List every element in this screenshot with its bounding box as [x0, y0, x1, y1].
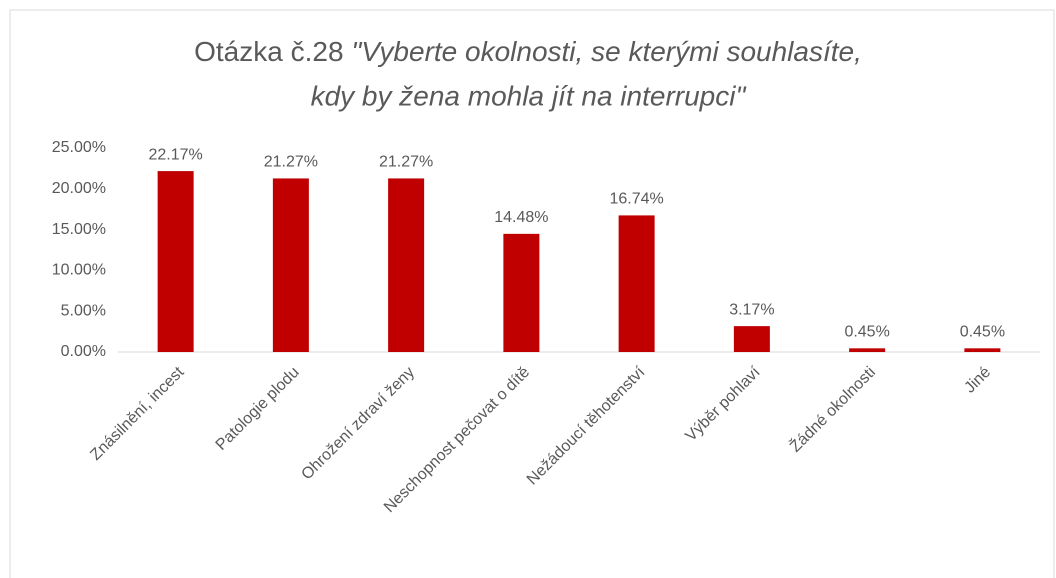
bar: [618, 215, 655, 352]
bar: [849, 348, 886, 352]
y-tick-label: 0.00%: [61, 343, 106, 360]
y-tick-label: 25.00%: [52, 139, 106, 156]
y-tick-label: 10.00%: [52, 262, 106, 279]
data-label: 14.48%: [494, 209, 548, 226]
data-label: 22.17%: [148, 146, 202, 163]
data-label: 0.45%: [960, 324, 1005, 341]
chart-title: kdy by žena mohla jít na interrupci": [311, 80, 747, 111]
data-label: 16.74%: [609, 191, 663, 208]
data-label: 21.27%: [264, 154, 318, 171]
data-label: 3.17%: [729, 301, 774, 318]
bar: [733, 326, 770, 352]
data-label: 0.45%: [844, 324, 889, 341]
y-tick-label: 20.00%: [52, 180, 106, 197]
bar: [272, 178, 309, 352]
bar: [964, 348, 1001, 352]
bar: [157, 171, 194, 352]
data-label: 21.27%: [379, 154, 433, 171]
chart-title: Otázka č.28 "Vyberte okolnosti, se který…: [194, 36, 862, 67]
bar: [388, 178, 425, 352]
bar: [503, 233, 540, 352]
y-tick-label: 5.00%: [61, 302, 106, 319]
title-part: Otázka č.28: [194, 36, 351, 67]
y-tick-label: 15.00%: [52, 221, 106, 238]
title-part: "Vyberte okolnosti, se kterými souhlasít…: [351, 36, 862, 67]
